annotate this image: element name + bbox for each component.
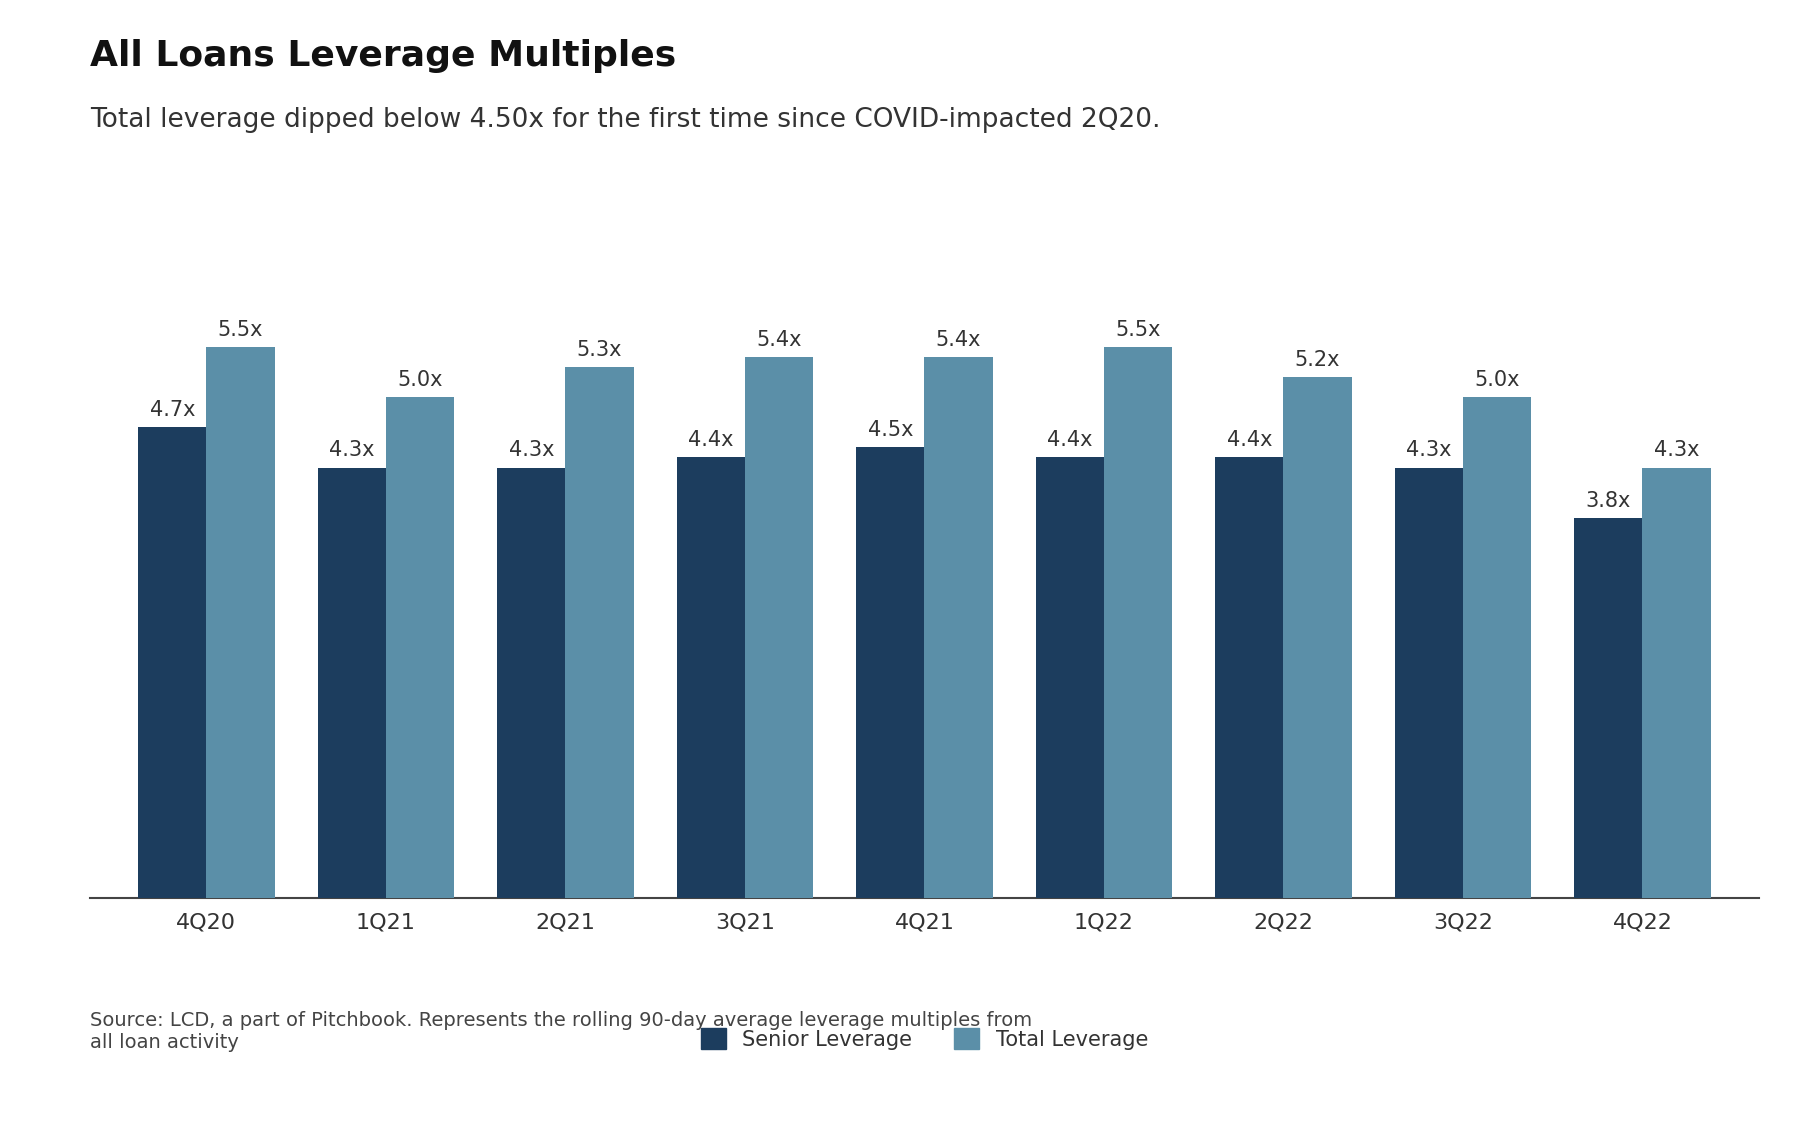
Text: 4.4x: 4.4x [687,430,734,450]
Bar [1283,377,1352,898]
Text: 5.5x: 5.5x [217,320,264,340]
Text: 5.4x: 5.4x [756,330,802,350]
Bar [924,357,993,898]
Text: Total leverage dipped below 4.50x for the first time since COVID-impacted 2Q20.: Total leverage dipped below 4.50x for th… [90,107,1160,133]
Text: 4.4x: 4.4x [1046,430,1093,450]
Bar [138,428,206,898]
Text: 3.8x: 3.8x [1585,491,1632,511]
Text: Source: LCD, a part of Pitchbook. Represents the rolling 90-day average leverage: Source: LCD, a part of Pitchbook. Repres… [90,1011,1032,1052]
Text: 5.0x: 5.0x [1474,371,1520,391]
Legend: Senior Leverage, Total Leverage: Senior Leverage, Total Leverage [693,1020,1156,1058]
Bar [856,447,924,898]
Bar [1395,467,1463,898]
Bar [1104,347,1172,898]
Text: All Loans Leverage Multiples: All Loans Leverage Multiples [90,39,677,73]
Text: 4.4x: 4.4x [1226,430,1273,450]
Text: 5.4x: 5.4x [935,330,982,350]
Text: 4.3x: 4.3x [1405,440,1452,460]
Text: 4.5x: 4.5x [867,420,914,440]
Bar [206,347,275,898]
Text: 5.3x: 5.3x [576,340,623,360]
Bar [497,467,565,898]
Text: 5.5x: 5.5x [1115,320,1161,340]
Text: 4.3x: 4.3x [328,440,375,460]
Text: 4.3x: 4.3x [508,440,555,460]
Text: 5.0x: 5.0x [397,371,443,391]
Text: 5.2x: 5.2x [1294,350,1341,371]
Text: 4.7x: 4.7x [149,401,196,420]
Bar [1574,518,1642,898]
Bar [677,457,745,898]
Bar [565,367,634,898]
Bar [745,357,813,898]
Bar [1036,457,1104,898]
Bar [1215,457,1283,898]
Bar [318,467,386,898]
Text: 4.3x: 4.3x [1653,440,1700,460]
Bar [1463,398,1531,898]
Bar [386,398,454,898]
Bar [1642,467,1711,898]
